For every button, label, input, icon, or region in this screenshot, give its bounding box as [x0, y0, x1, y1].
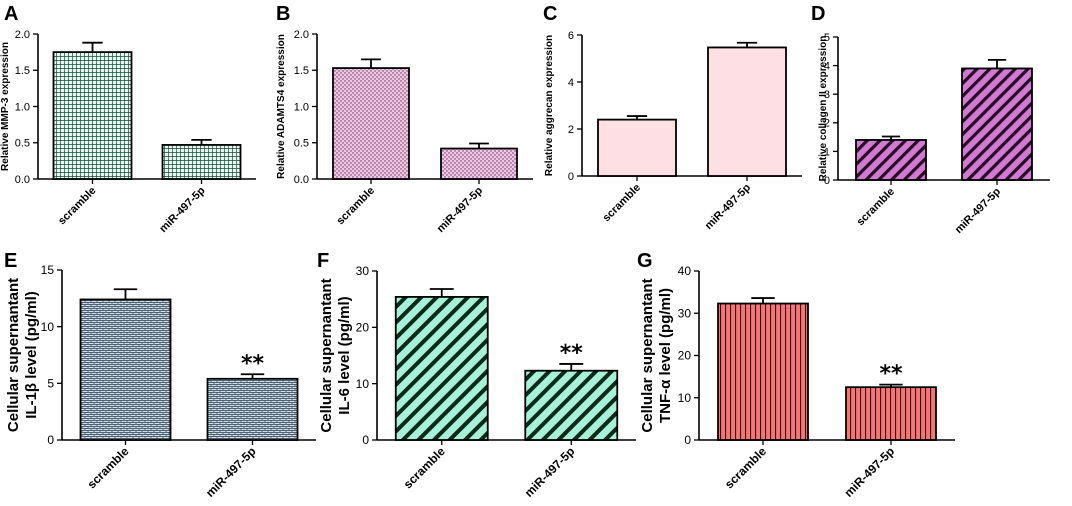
- x-category-label: miR-497-5p: [435, 184, 486, 235]
- bar-miR-497-5p: [524, 369, 619, 441]
- bar-scramble: [717, 302, 809, 441]
- x-category-label: miR-497-5p: [703, 181, 754, 232]
- y-tick-label: 2: [568, 124, 574, 136]
- panel-letter: F: [317, 250, 329, 272]
- panel-C: C 0 2 4 6 scramble miR-497-5p Relative aggrecan…: [543, 3, 802, 232]
- y-axis-label: Cellular supernantant: [639, 278, 656, 432]
- x-category-label: scramble: [854, 186, 897, 229]
- panel-letter: A: [4, 3, 18, 25]
- y-tick-label: 6: [568, 30, 574, 42]
- y-tick-label: 2.0: [294, 29, 309, 41]
- y-tick-label: 3: [824, 89, 830, 101]
- significance-label: **: [241, 351, 265, 376]
- y-tick-label: 15: [41, 263, 55, 277]
- y-tick-label: 4: [568, 77, 574, 89]
- y-tick-label: 40: [678, 264, 692, 278]
- y-tick-label: 2.0: [15, 29, 30, 41]
- y-axis-label: Relative aggrecan expression: [544, 35, 555, 176]
- x-category-label: scramble: [401, 444, 448, 491]
- x-category-label: miR-497-5p: [841, 444, 897, 500]
- y-tick-label: 30: [356, 264, 370, 278]
- y-tick-label: 2: [824, 118, 830, 130]
- bar-scramble: [79, 298, 172, 441]
- x-category-label: scramble: [56, 185, 99, 228]
- panel-letter: B: [276, 3, 290, 25]
- x-category-label: miR-497-5p: [157, 184, 208, 235]
- y-tick-label: 20: [678, 349, 692, 363]
- y-tick-label: 5: [47, 377, 54, 391]
- bar-miR-497-5p: [845, 386, 937, 441]
- panel-A: A 0.0 0.5 1.0 1.5 2.0 scramble miR-497-5p Relati…: [0, 3, 256, 235]
- panel-G: G 0 10 20 30 40 scramble ** miR-497-5p Cellular s…: [637, 250, 955, 500]
- y-tick-label: 1.5: [15, 65, 30, 77]
- bar-scramble: [332, 67, 410, 180]
- y-axis-label: IL-1β level (pg/ml): [23, 291, 40, 419]
- bar-scramble: [52, 51, 133, 180]
- y-axis-label: IL-6 level (pg/ml): [336, 296, 353, 414]
- y-axis-label: Relative MMP-3 expression: [0, 42, 11, 171]
- panel-D: D 0 1 2 3 4 5 scramble miR-497-5p Relative collag…: [811, 3, 1050, 236]
- x-category-label: scramble: [84, 444, 131, 491]
- bar-miR-497-5p: [206, 377, 299, 441]
- y-tick-label: 1.5: [294, 65, 309, 77]
- y-axis-label: TNF-α level (pg/ml): [657, 288, 674, 423]
- bar-scramble: [597, 118, 677, 177]
- y-tick-label: 20: [356, 321, 370, 335]
- panel-letter: C: [543, 3, 557, 25]
- y-tick-label: 30: [678, 306, 692, 320]
- y-tick-label: 10: [41, 320, 55, 334]
- y-tick-label: 0.0: [294, 174, 309, 186]
- y-axis-label: Relative ADAMTS4 expression: [276, 34, 287, 179]
- y-tick-label: 5: [824, 32, 830, 44]
- y-tick-label: 0: [568, 171, 574, 183]
- y-tick-label: 10: [356, 377, 370, 391]
- bar-scramble: [394, 296, 489, 441]
- y-tick-label: 0: [824, 175, 830, 187]
- panel-B: B 0.0 0.5 1.0 1.5 2.0 scramble miR-497-5p Relati…: [276, 3, 533, 235]
- bar-scramble: [855, 139, 927, 181]
- x-category-label: scramble: [722, 444, 769, 491]
- y-tick-label: 10: [678, 391, 692, 405]
- x-category-label: scramble: [334, 185, 377, 228]
- y-axis-label: Cellular supernantant: [318, 278, 335, 432]
- y-tick-label: 1.0: [294, 101, 309, 113]
- y-axis-label: Cellular supernantant: [5, 278, 22, 432]
- bar-miR-497-5p: [961, 67, 1033, 181]
- y-axis-label: Relative collagen II expression: [818, 36, 829, 182]
- bar-miR-497-5p: [440, 147, 518, 180]
- panel-letter: G: [637, 250, 653, 272]
- bar-miR-497-5p: [707, 46, 787, 177]
- y-tick-label: 0: [362, 433, 369, 447]
- y-tick-label: 0: [684, 433, 691, 447]
- panel-letter: E: [4, 250, 17, 272]
- significance-label: **: [560, 341, 584, 366]
- y-tick-label: 0.0: [15, 174, 30, 186]
- y-tick-label: 0: [47, 433, 54, 447]
- y-tick-label: 0.5: [294, 138, 309, 150]
- x-category-label: miR-497-5p: [203, 444, 259, 500]
- panel-letter: D: [811, 3, 825, 25]
- panel-E: E 0 5 10 15 scramble ** miR-497-5p Cellular supe…: [4, 250, 316, 500]
- y-tick-label: 0.5: [15, 138, 30, 150]
- bar-miR-497-5p: [161, 144, 242, 180]
- y-tick-label: 4: [824, 60, 830, 72]
- y-tick-label: 1.0: [15, 101, 30, 113]
- x-category-label: miR-497-5p: [522, 444, 578, 500]
- panel-F: F 0 10 20 30 scramble ** miR-497-5p Cellular sup…: [317, 250, 636, 500]
- significance-label: **: [879, 362, 903, 387]
- x-category-label: miR-497-5p: [953, 185, 1004, 236]
- y-tick-label: 1: [824, 146, 830, 158]
- x-category-label: scramble: [600, 182, 643, 225]
